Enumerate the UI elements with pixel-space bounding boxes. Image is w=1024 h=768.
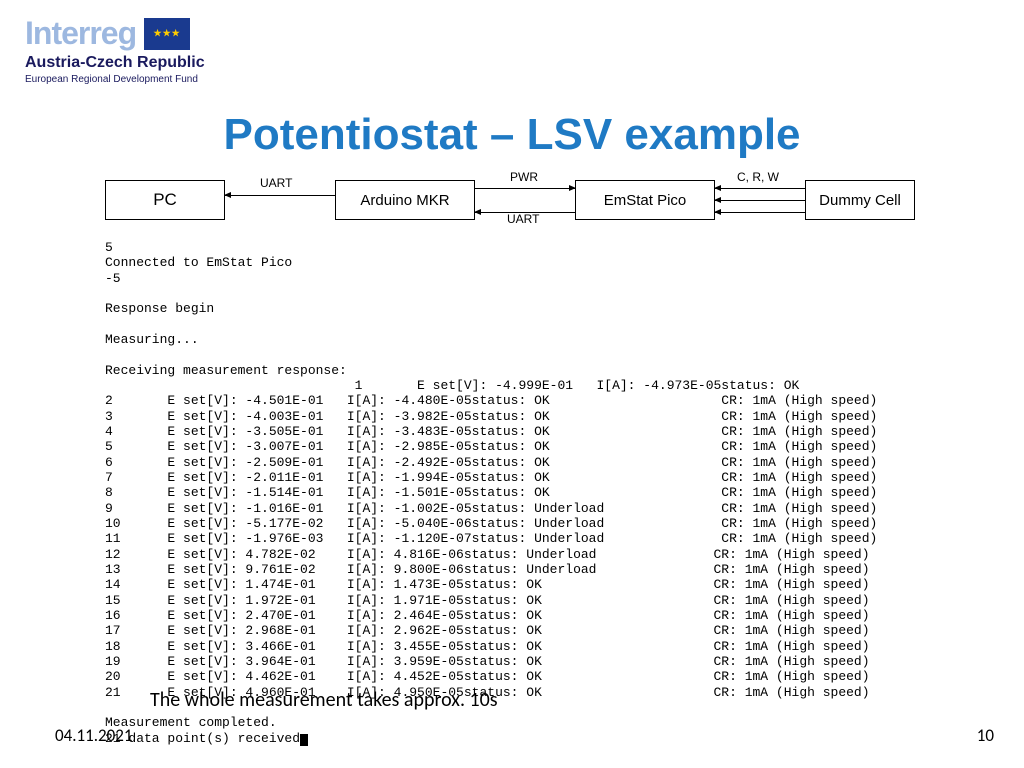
diagram-edge-label: PWR [510,170,538,184]
diagram-arrow [715,200,805,201]
logo-small: European Regional Development Fund [25,74,305,85]
diagram-edge-label: UART [260,176,292,190]
console-output: 5 Connected to EmStat Pico -5 Response b… [105,240,925,746]
cursor-icon [300,734,308,746]
block-diagram: PC Arduino MKR EmStat Pico Dummy Cell UART PW… [105,170,915,230]
diagram-node-arduino: Arduino MKR [335,180,475,220]
page-title: Potentiostat – LSV example [0,110,1024,160]
diagram-arrow [225,195,335,196]
logo-main: Interreg ★★★ [25,15,305,52]
caption-text: The whole measurement takes approx. 10s [150,688,498,712]
diagram-edge-label: C, R, W [737,170,779,184]
eu-flag-icon: ★★★ [144,18,190,50]
logo-block: Interreg ★★★ Austria-Czech Republic Euro… [25,15,305,85]
logo-text: Interreg [25,15,136,52]
diagram-node-emstat: EmStat Pico [575,180,715,220]
diagram-arrow [715,212,805,213]
diagram-node-pc: PC [105,180,225,220]
logo-subtitle: Austria-Czech Republic [25,54,305,72]
diagram-edge-label: UART [507,212,539,226]
footer-date: 04.11.2021 [55,725,133,746]
footer-page: 10 [977,725,994,746]
diagram-node-dummy: Dummy Cell [805,180,915,220]
diagram-arrow [715,188,805,189]
diagram-arrow [475,188,575,189]
